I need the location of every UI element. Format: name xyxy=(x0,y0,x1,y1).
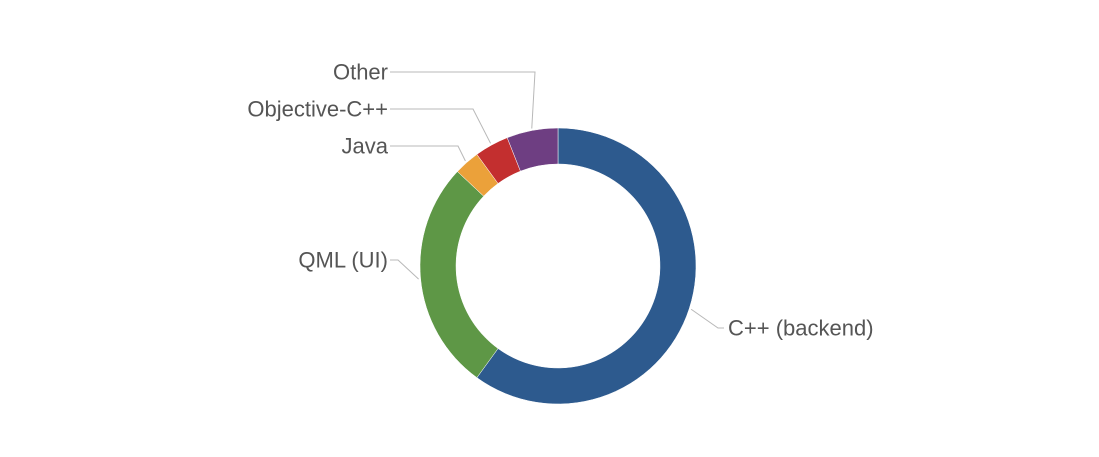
slice-label: QML (UI) xyxy=(298,248,388,273)
labels-layer: C++ (backend) QML (UI) Java Objective-C++ Ot… xyxy=(247,60,873,341)
slice-label: C++ (backend) xyxy=(728,316,874,341)
leaders-layer xyxy=(390,71,724,329)
slice-label: Objective-C++ xyxy=(247,97,388,122)
leader-line xyxy=(390,259,419,280)
leader-line xyxy=(390,108,491,144)
leader-line xyxy=(390,145,466,162)
slice-label: Java xyxy=(342,134,389,159)
leader-line xyxy=(690,308,724,329)
donut-slice-other[interactable] xyxy=(506,127,559,172)
slices-layer xyxy=(419,127,697,405)
leader-line xyxy=(390,71,536,129)
donut-slice-c-backend[interactable] xyxy=(476,127,697,405)
donut-slice-qml-ui[interactable] xyxy=(419,171,499,378)
slice-label: Other xyxy=(333,60,388,85)
